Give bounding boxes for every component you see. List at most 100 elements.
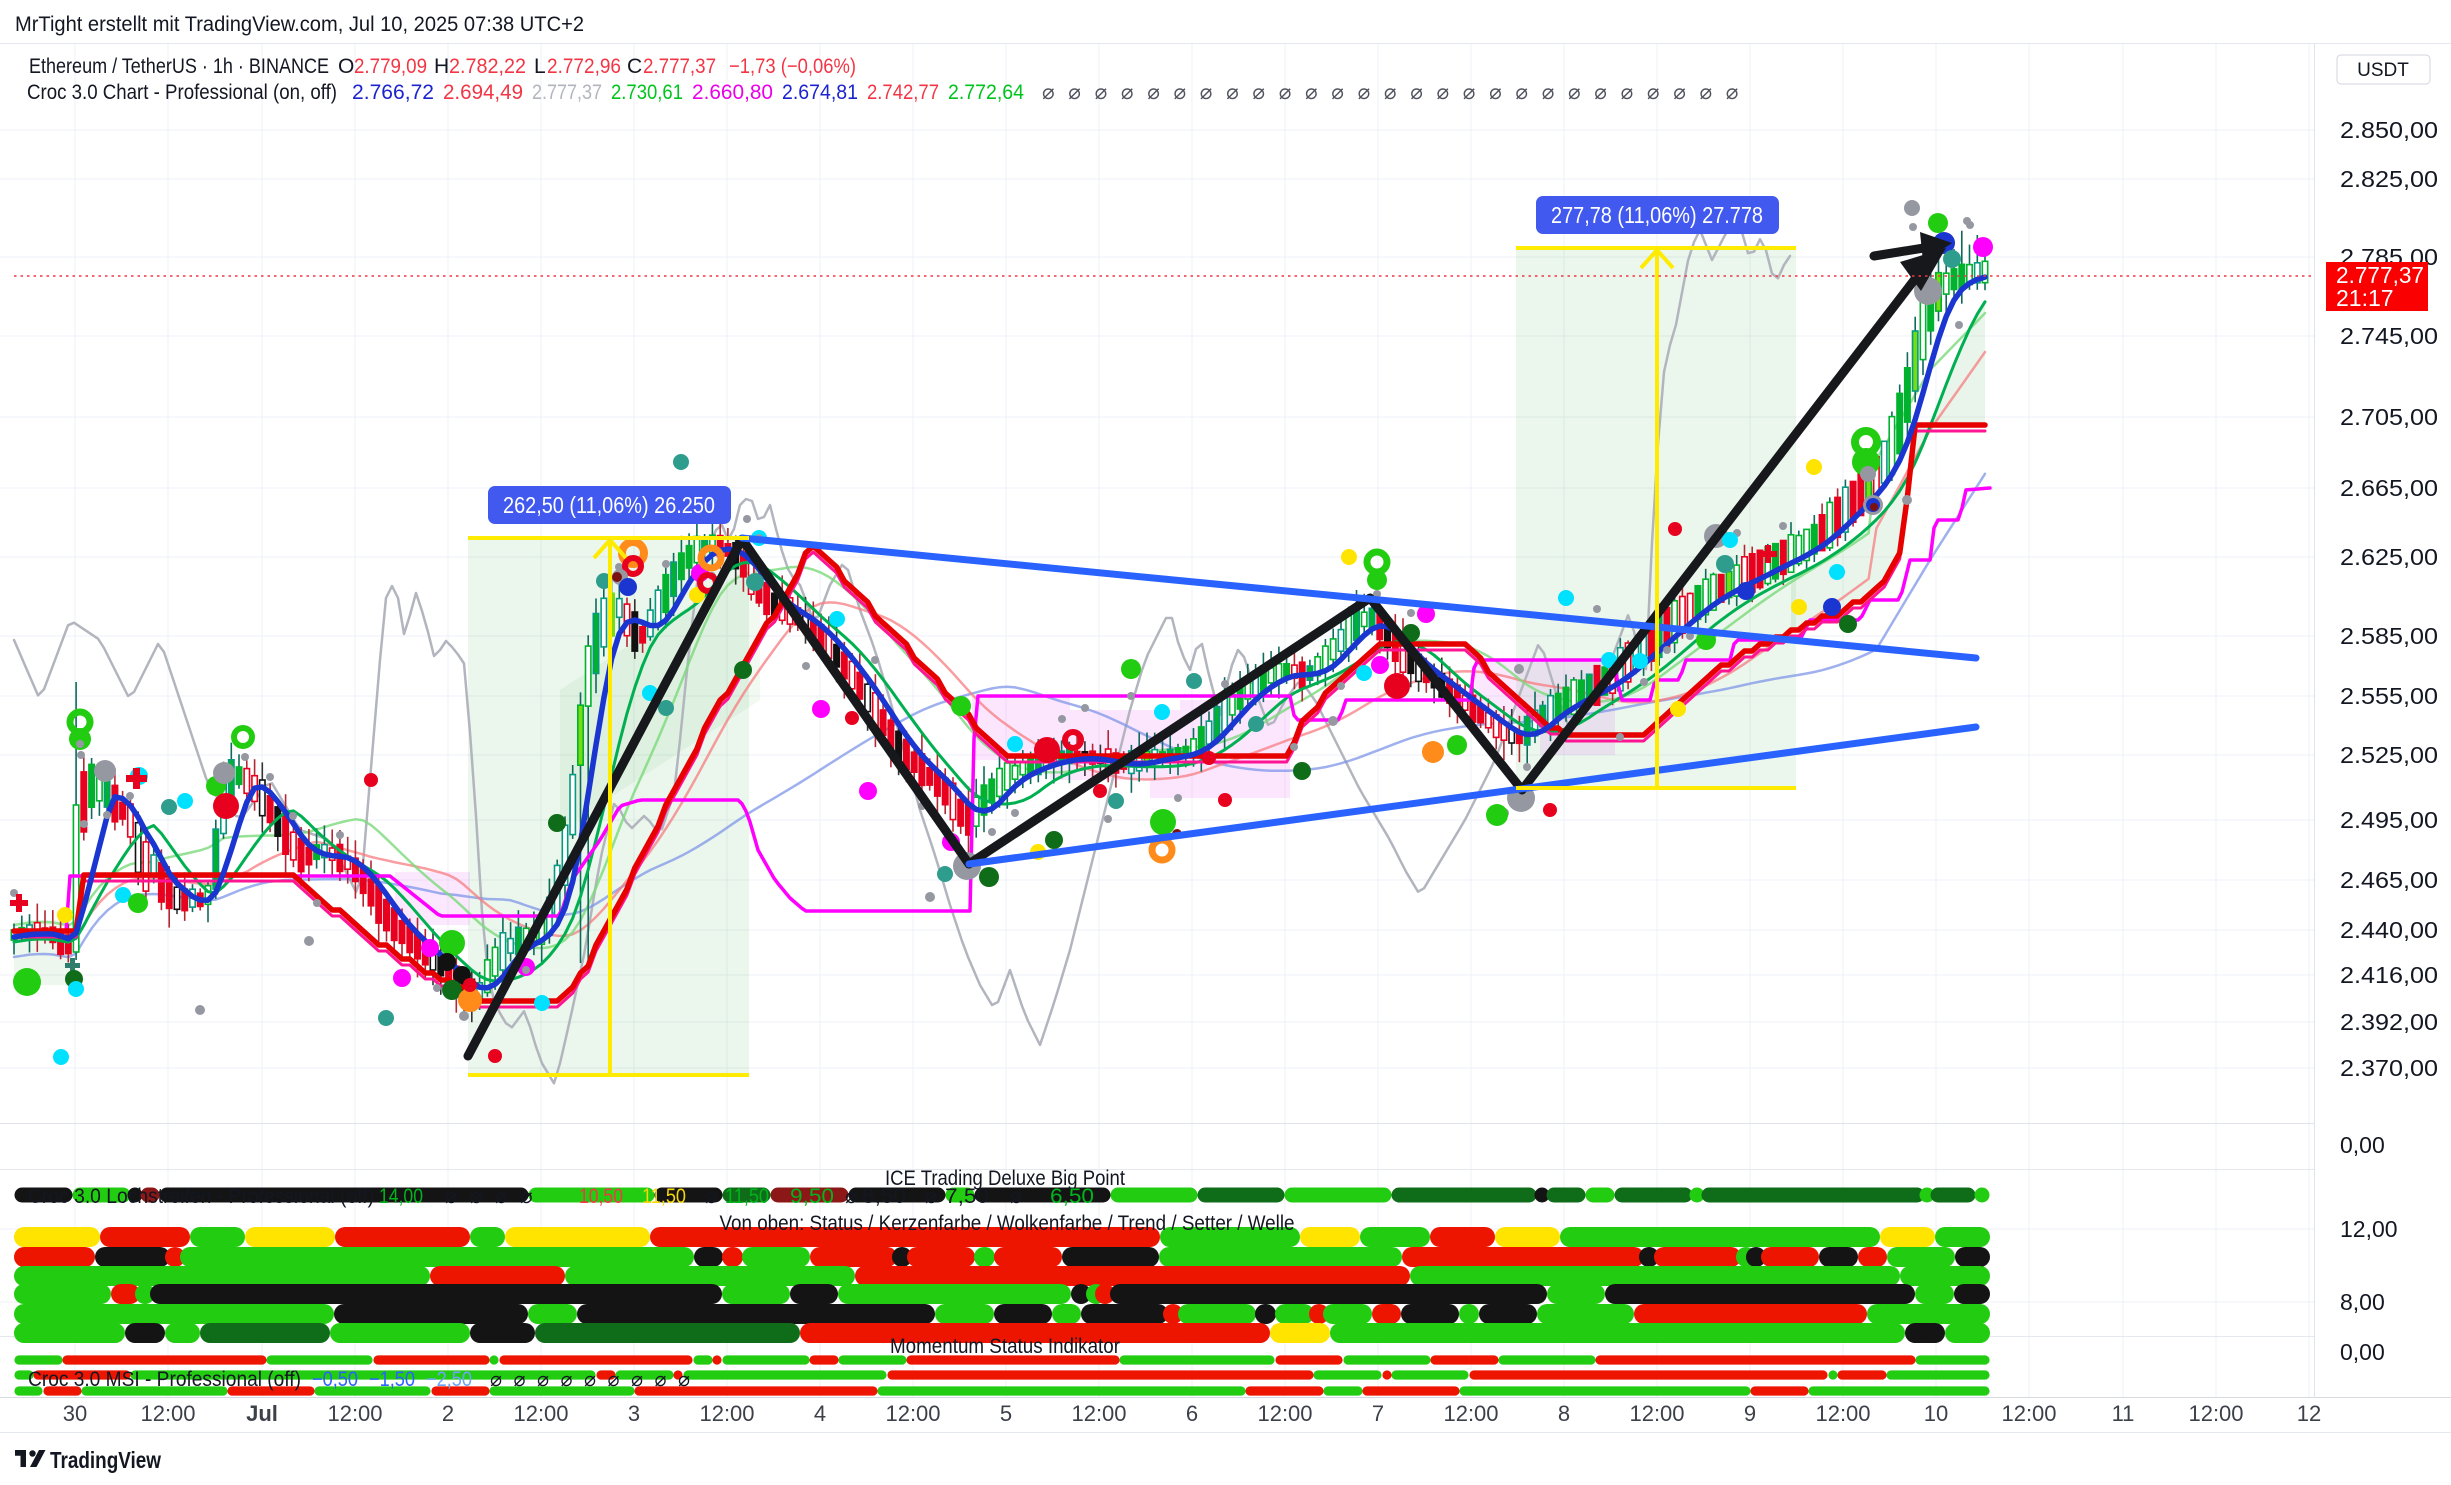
svg-text:⌀: ⌀ — [1621, 81, 1634, 104]
svg-text:⌀: ⌀ — [1252, 81, 1265, 104]
svg-text:⌀: ⌀ — [1489, 81, 1502, 104]
svg-text:2.782,22: 2.782,22 — [449, 55, 526, 78]
svg-text:⌀: ⌀ — [584, 1369, 596, 1391]
svg-text:2.674,81: 2.674,81 — [782, 81, 858, 104]
svg-text:Ethereum / TetherUS · 1h · BIN: Ethereum / TetherUS · 1h · BINANCE — [29, 55, 329, 78]
svg-text:12:00: 12:00 — [327, 1401, 382, 1426]
svg-text:12:00: 12:00 — [699, 1401, 754, 1426]
svg-text:10,50: 10,50 — [579, 1185, 623, 1208]
svg-text:−1,73 (−0,06%): −1,73 (−0,06%) — [729, 55, 856, 78]
svg-text:12:00: 12:00 — [140, 1401, 195, 1426]
svg-text:⌀: ⌀ — [1200, 81, 1213, 104]
svg-text:⌀: ⌀ — [495, 1185, 508, 1208]
svg-text:⌀: ⌀ — [1384, 81, 1397, 104]
svg-text:12:00: 12:00 — [1629, 1401, 1684, 1426]
svg-text:9,50: 9,50 — [790, 1185, 834, 1208]
svg-text:10: 10 — [1924, 1401, 1948, 1426]
svg-text:6: 6 — [1186, 1401, 1198, 1426]
svg-text:Croc 3.0 MSI - Professional (o: Croc 3.0 MSI - Professional (off) — [28, 1368, 301, 1391]
svg-text:2.585,00: 2.585,00 — [2340, 623, 2438, 649]
svg-text:7: 7 — [1372, 1401, 1384, 1426]
svg-text:⌀: ⌀ — [490, 1369, 502, 1391]
svg-text:2.555,00: 2.555,00 — [2340, 683, 2438, 709]
svg-text:−2,50: −2,50 — [426, 1368, 472, 1391]
svg-text:2.392,00: 2.392,00 — [2340, 1009, 2438, 1035]
svg-text:⌀: ⌀ — [1463, 81, 1476, 104]
svg-text:USDT: USDT — [2357, 60, 2409, 81]
svg-text:11,50: 11,50 — [642, 1185, 686, 1208]
svg-text:−0,50: −0,50 — [312, 1368, 358, 1391]
svg-text:⌀: ⌀ — [925, 1185, 938, 1208]
svg-text:⌀: ⌀ — [1726, 81, 1739, 104]
svg-text:9: 9 — [1744, 1401, 1756, 1426]
svg-text:2.777,37: 2.777,37 — [532, 81, 602, 104]
svg-text:262,50 (11,06%) 26.250: 262,50 (11,06%) 26.250 — [503, 492, 715, 518]
svg-text:⌀: ⌀ — [845, 1185, 858, 1208]
svg-text:⌀: ⌀ — [1594, 81, 1607, 104]
svg-text:⌀: ⌀ — [631, 1369, 643, 1391]
svg-text:⌀: ⌀ — [1174, 81, 1187, 104]
svg-text:2.777,37: 2.777,37 — [2336, 262, 2424, 288]
svg-text:Croc 3.0 Chart - Professional: Croc 3.0 Chart - Professional (on, off) — [27, 81, 337, 104]
svg-text:0,00: 0,00 — [2340, 1132, 2385, 1158]
svg-text:⌀: ⌀ — [655, 1369, 667, 1391]
svg-text:⌀: ⌀ — [1410, 81, 1423, 104]
svg-text:Von oben: Status / Kerzenfarbe: Von oben: Status / Kerzenfarbe / Wolkenf… — [720, 1212, 1295, 1235]
svg-text:2.495,00: 2.495,00 — [2340, 807, 2438, 833]
svg-text:O: O — [338, 55, 354, 78]
svg-text:⌀: ⌀ — [1226, 81, 1239, 104]
svg-text:⌀: ⌀ — [1568, 81, 1581, 104]
svg-text:11,50: 11,50 — [725, 1185, 769, 1208]
svg-text:⌀: ⌀ — [514, 1369, 526, 1391]
svg-text:14,00: 14,00 — [379, 1185, 423, 1208]
svg-text:2.665,00: 2.665,00 — [2340, 475, 2438, 501]
svg-text:⌀: ⌀ — [678, 1369, 690, 1391]
svg-text:2.525,00: 2.525,00 — [2340, 742, 2438, 768]
svg-text:⌀: ⌀ — [1673, 81, 1686, 104]
svg-text:⌀: ⌀ — [1068, 81, 1081, 104]
svg-text:6,50: 6,50 — [1050, 1185, 1094, 1208]
svg-text:2.772,96: 2.772,96 — [547, 55, 621, 78]
svg-text:2.825,00: 2.825,00 — [2340, 166, 2438, 192]
svg-text:Croc 3.0 Lochstreifen - Profes: Croc 3.0 Lochstreifen - Professional (of… — [28, 1185, 374, 1208]
svg-text:2.742,77: 2.742,77 — [867, 81, 939, 104]
svg-text:8,50: 8,50 — [862, 1185, 906, 1208]
svg-text:2.705,00: 2.705,00 — [2340, 404, 2438, 430]
svg-text:2: 2 — [442, 1401, 454, 1426]
svg-text:⌀: ⌀ — [561, 1369, 573, 1391]
svg-text:−1,50: −1,50 — [369, 1368, 415, 1391]
svg-text:⌀: ⌀ — [1515, 81, 1528, 104]
svg-text:⌀: ⌀ — [470, 1185, 483, 1208]
svg-text:⌀: ⌀ — [1542, 81, 1555, 104]
svg-text:⌀: ⌀ — [1121, 81, 1134, 104]
svg-text:2.625,00: 2.625,00 — [2340, 544, 2438, 570]
svg-text:TradingView: TradingView — [50, 1447, 161, 1473]
svg-text:8: 8 — [1558, 1401, 1570, 1426]
svg-text:⌀: ⌀ — [445, 1185, 458, 1208]
svg-text:2.416,00: 2.416,00 — [2340, 962, 2438, 988]
svg-text:7,50: 7,50 — [945, 1185, 989, 1208]
svg-text:⌀: ⌀ — [608, 1369, 620, 1391]
svg-text:12:00: 12:00 — [1257, 1401, 1312, 1426]
svg-text:⌀: ⌀ — [1147, 81, 1160, 104]
svg-text:⌀: ⌀ — [1095, 81, 1108, 104]
svg-text:MrTight erstellt mit TradingVi: MrTight erstellt mit TradingView.com, Ju… — [15, 13, 584, 36]
svg-text:11: 11 — [2112, 1401, 2135, 1426]
svg-text:⌀: ⌀ — [1279, 81, 1292, 104]
svg-text:2.779,09: 2.779,09 — [354, 55, 427, 78]
svg-text:⌀: ⌀ — [1700, 81, 1713, 104]
svg-text:⌀: ⌀ — [1437, 81, 1450, 104]
svg-text:0,00: 0,00 — [2340, 1339, 2385, 1365]
svg-text:2.465,00: 2.465,00 — [2340, 867, 2438, 893]
svg-text:Momentum Status Indikator: Momentum Status Indikator — [890, 1335, 1120, 1358]
svg-text:⌀: ⌀ — [537, 1369, 549, 1391]
svg-text:12:00: 12:00 — [2001, 1401, 2056, 1426]
svg-text:12,00: 12,00 — [2340, 1216, 2398, 1242]
svg-text:⌀: ⌀ — [1331, 81, 1344, 104]
svg-text:⌀: ⌀ — [1647, 81, 1660, 104]
svg-text:⌀: ⌀ — [520, 1185, 533, 1208]
svg-text:3: 3 — [628, 1401, 640, 1426]
svg-text:C: C — [627, 55, 642, 78]
svg-text:⌀: ⌀ — [1358, 81, 1371, 104]
svg-text:8,00: 8,00 — [2340, 1289, 2385, 1315]
